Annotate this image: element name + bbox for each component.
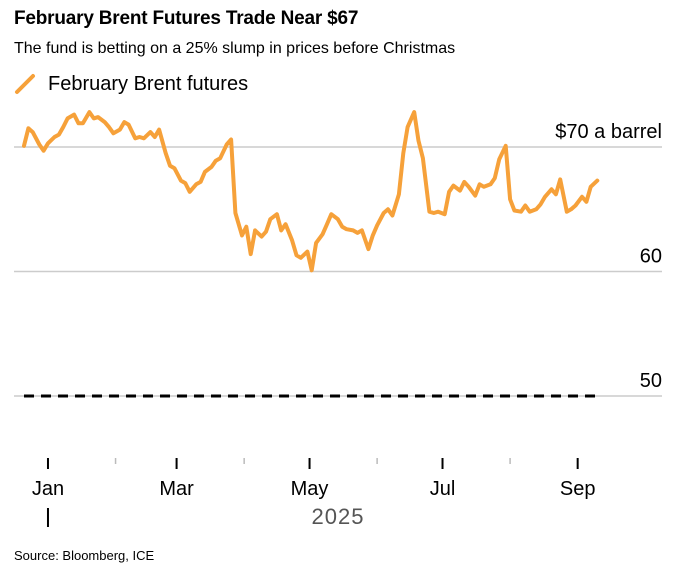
x-tick-label: Sep xyxy=(560,478,596,500)
x-tick-label: Jul xyxy=(430,478,456,500)
y-axis-labels: $70 a barrel 60 50 xyxy=(555,121,662,392)
source-note: Source: Bloomberg, ICE xyxy=(14,548,155,563)
x-tick-label: Jan xyxy=(32,478,64,500)
y-tick-label: 50 xyxy=(640,370,662,392)
x-axis: Jan Mar May Jul Sep 2025 xyxy=(32,458,596,529)
x-tick-label: May xyxy=(291,478,329,500)
chart-subtitle: The fund is betting on a 25% slump in pr… xyxy=(14,40,456,57)
legend: February Brent futures xyxy=(14,70,248,98)
y-tick-label: $70 a barrel xyxy=(555,121,662,143)
legend-label: February Brent futures xyxy=(48,72,249,95)
y-tick-label: 60 xyxy=(640,246,662,268)
gridlines xyxy=(14,146,662,397)
chart-title: February Brent Futures Trade Near $67 xyxy=(14,8,359,29)
year-label: 2025 xyxy=(312,504,365,529)
series-line-0 xyxy=(22,110,600,273)
series-group xyxy=(22,110,600,273)
legend-swatch-icon xyxy=(15,74,35,94)
x-tick-label: Mar xyxy=(159,478,194,500)
